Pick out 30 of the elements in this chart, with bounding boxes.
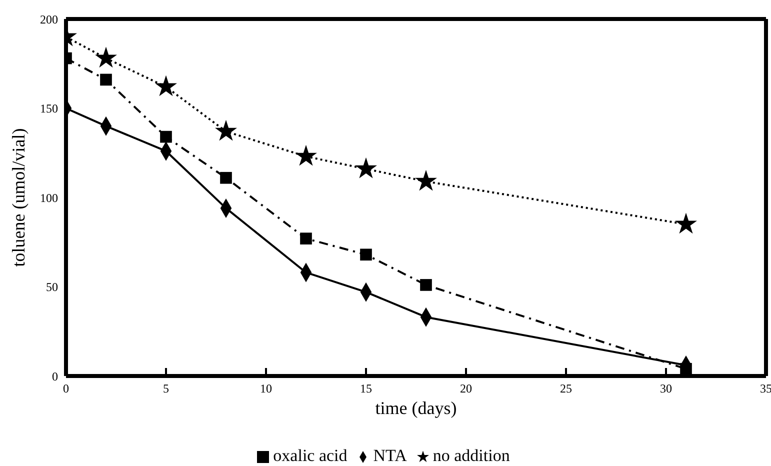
y-tick-label: 150 [40, 102, 58, 116]
point [420, 279, 432, 291]
x-tick-label: 0 [63, 382, 69, 396]
y-tick-label: 0 [52, 369, 58, 384]
point [295, 144, 317, 166]
point [100, 74, 112, 86]
point [355, 157, 377, 178]
point [215, 120, 237, 141]
point [220, 172, 232, 184]
legend-label: NTA [373, 446, 407, 465]
x-tick-label: 10 [260, 382, 272, 396]
y-tick-label: 50 [46, 280, 58, 294]
x-tick-label: 20 [460, 382, 472, 396]
point [155, 75, 177, 96]
legend-label: oxalic acid [273, 446, 348, 465]
point [675, 212, 697, 234]
y-axis-title: toluene (umol/vial) [8, 128, 28, 267]
y-tick-label: 200 [40, 12, 58, 26]
y-tick-label: 100 [40, 190, 58, 205]
x-axis-title: time (days) [375, 398, 457, 418]
legend-label: no addition [432, 446, 510, 465]
point [360, 248, 372, 261]
point [300, 232, 312, 244]
x-tick-label: 30 [660, 382, 672, 396]
x-tick-label: 25 [560, 382, 572, 396]
point [415, 170, 437, 191]
x-tick-label: 5 [163, 382, 169, 396]
point [160, 130, 172, 143]
point [95, 46, 117, 68]
x-tick-label: 15 [360, 382, 372, 396]
